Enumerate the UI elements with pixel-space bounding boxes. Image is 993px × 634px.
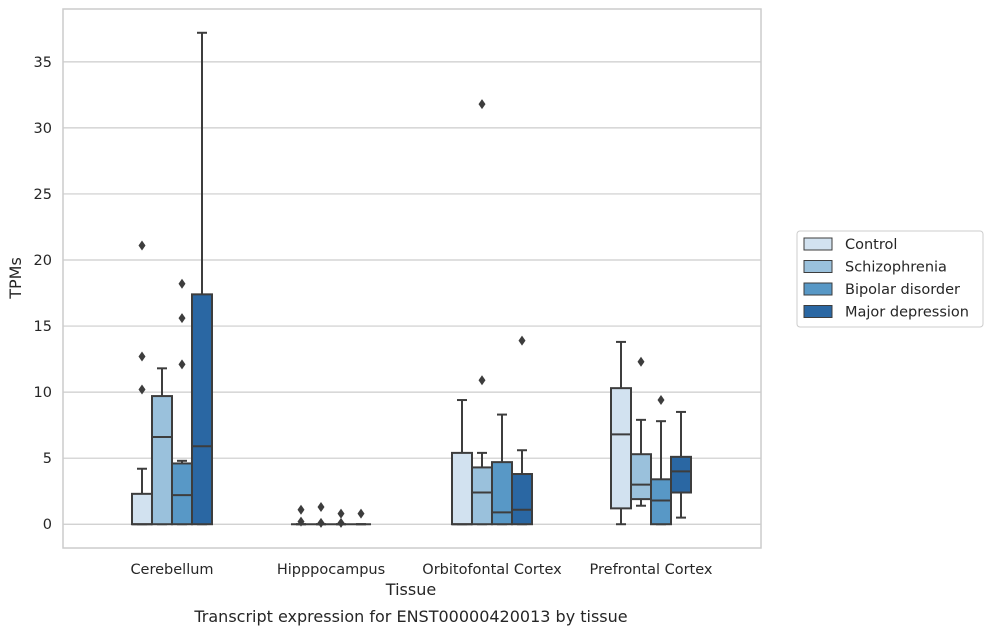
box-body [491, 461, 513, 526]
y-axis-label: TPMs [6, 257, 25, 300]
box-3-0 [610, 340, 632, 526]
y-tick-label: 20 [34, 253, 52, 269]
outlier-point [337, 517, 345, 528]
box-0-2 [171, 278, 193, 526]
box-1-1 [311, 502, 331, 528]
box-body [171, 462, 193, 526]
box-body [151, 395, 173, 526]
legend-label: Schizophrenia [845, 260, 947, 276]
box-0-3 [191, 31, 213, 526]
box-2-1 [471, 99, 493, 526]
legend-frame [796, 230, 984, 328]
gridlines [63, 61, 761, 525]
legend-swatch [803, 305, 833, 318]
y-tick-label: 10 [34, 385, 52, 401]
outlier-point [178, 278, 186, 289]
outlier-point [637, 356, 645, 367]
box-3-1 [630, 356, 652, 507]
box-body [131, 492, 153, 526]
box-2-0 [451, 399, 473, 526]
outlier-point [518, 335, 526, 346]
y-tick-label: 15 [34, 319, 52, 335]
box-0-1 [151, 367, 173, 526]
box-body [610, 387, 632, 510]
plot-frame [62, 8, 762, 549]
legend-label: Control [845, 237, 897, 253]
legend-swatch [803, 237, 833, 251]
legend: Control Schizophrenia Bipolar disorder Majo… [796, 230, 984, 328]
box-body [650, 478, 672, 526]
legend-swatch [803, 260, 833, 273]
box-2-2 [491, 413, 513, 526]
box-body [191, 293, 213, 526]
outlier-point [317, 502, 325, 513]
box-3-2 [650, 395, 672, 526]
box-body [451, 451, 473, 526]
box-0-0 [131, 240, 153, 526]
x-tick-label: Prefrontal Cortex [590, 562, 713, 578]
legend-label: Major depression [845, 305, 969, 321]
outlier-point [317, 517, 325, 528]
box-body [630, 453, 652, 501]
outlier-point [337, 508, 345, 519]
box-2-3 [511, 335, 533, 526]
legend-swatch [803, 282, 833, 296]
chart-caption: Transcript expression for ENST0000042001… [193, 607, 627, 626]
x-tick-labels: Cerebellum Hipppocampus Orbitofontal Corte… [130, 562, 712, 578]
outlier-point [138, 384, 146, 395]
box-1-3 [351, 508, 371, 526]
outlier-point [178, 313, 186, 324]
x-tick-label: Cerebellum [130, 562, 213, 578]
legend-label: Bipolar disorder [845, 282, 960, 298]
y-tick-label: 0 [43, 517, 52, 533]
box-body [471, 466, 493, 526]
outlier-point [297, 516, 305, 527]
y-tick-label: 30 [34, 121, 52, 137]
outlier-point [297, 504, 305, 515]
outlier-point [178, 359, 186, 370]
outlier-point [138, 351, 146, 362]
box-plot-area [131, 31, 692, 528]
x-axis-label: Tissue [385, 580, 436, 599]
outlier-point [357, 508, 365, 519]
x-tick-label: Orbitofontal Cortex [422, 562, 562, 578]
y-tick-labels: 0 5 10 15 20 25 30 35 [34, 55, 52, 533]
x-tick-label: Hipppocampus [277, 562, 385, 578]
outlier-point [657, 395, 665, 406]
y-tick-label: 35 [34, 55, 52, 71]
box-1-0 [291, 504, 311, 527]
y-tick-label: 25 [34, 187, 52, 203]
box-body [511, 473, 533, 526]
y-tick-label: 5 [43, 451, 52, 467]
box-3-3 [670, 410, 692, 519]
outlier-point [478, 99, 486, 110]
box-1-2 [331, 508, 351, 528]
outlier-point [138, 240, 146, 251]
box-body [670, 455, 692, 494]
outlier-point [478, 375, 486, 386]
